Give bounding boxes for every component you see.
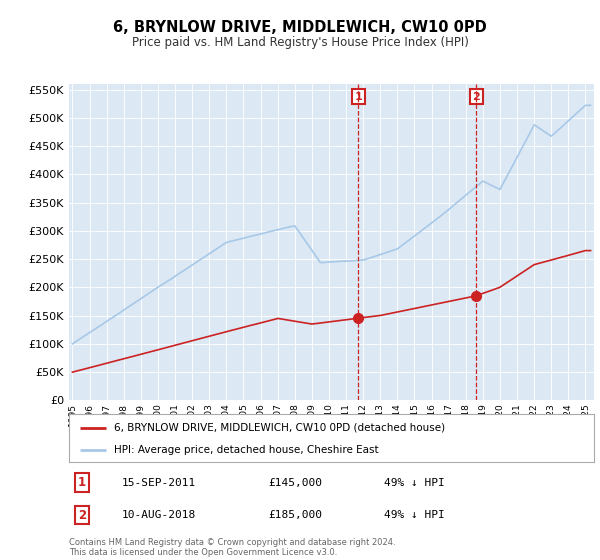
Text: 6, BRYNLOW DRIVE, MIDDLEWICH, CW10 0PD (detached house): 6, BRYNLOW DRIVE, MIDDLEWICH, CW10 0PD (…: [113, 423, 445, 433]
Text: Price paid vs. HM Land Registry's House Price Index (HPI): Price paid vs. HM Land Registry's House …: [131, 36, 469, 49]
Text: 15-SEP-2011: 15-SEP-2011: [121, 478, 196, 488]
Text: 49% ↓ HPI: 49% ↓ HPI: [384, 478, 445, 488]
Text: 2: 2: [472, 92, 480, 102]
Text: 10-AUG-2018: 10-AUG-2018: [121, 510, 196, 520]
Text: 6, BRYNLOW DRIVE, MIDDLEWICH, CW10 0PD: 6, BRYNLOW DRIVE, MIDDLEWICH, CW10 0PD: [113, 20, 487, 35]
Text: 2: 2: [78, 508, 86, 521]
Text: 49% ↓ HPI: 49% ↓ HPI: [384, 510, 445, 520]
Text: £185,000: £185,000: [269, 510, 323, 520]
Text: £145,000: £145,000: [269, 478, 323, 488]
Text: Contains HM Land Registry data © Crown copyright and database right 2024.
This d: Contains HM Land Registry data © Crown c…: [69, 538, 395, 557]
Text: 1: 1: [78, 477, 86, 489]
Text: 1: 1: [355, 92, 362, 102]
Text: HPI: Average price, detached house, Cheshire East: HPI: Average price, detached house, Ches…: [113, 445, 378, 455]
